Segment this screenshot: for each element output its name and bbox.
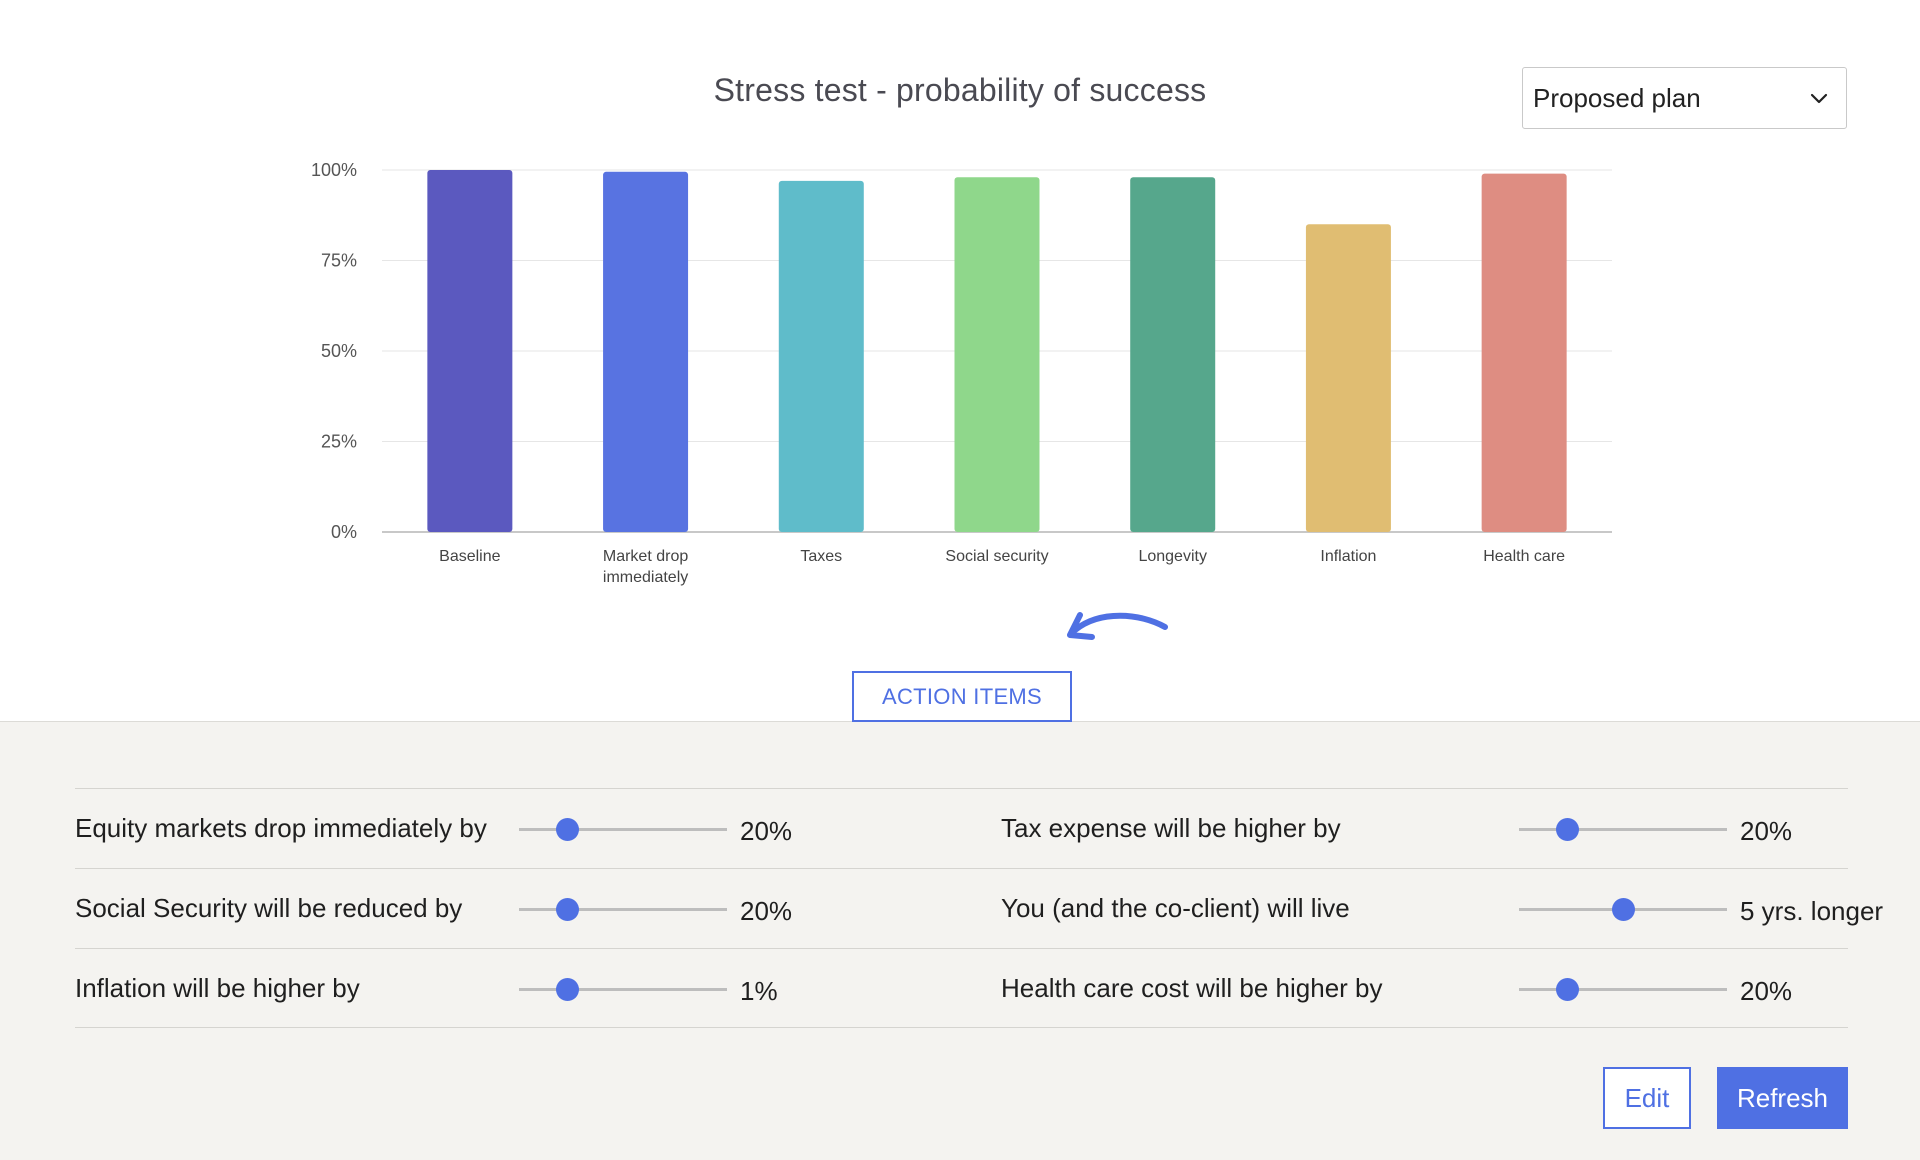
x-tick-label: Inflation	[1320, 548, 1376, 565]
control-value: 20%	[740, 816, 793, 846]
y-tick-label: 50%	[321, 341, 357, 361]
social-security-slider[interactable]	[519, 898, 727, 921]
y-tick-label: 75%	[321, 251, 357, 271]
chevron-down-icon	[1810, 93, 1828, 104]
bar-chart: 0% 25% 50% 75% 100% Baseline Market drop immedi…	[311, 160, 1612, 586]
control-value: 20%	[1740, 976, 1793, 1006]
slider-thumb[interactable]	[1555, 978, 1579, 1001]
x-tick-label: Longevity	[1138, 548, 1207, 565]
plan-select-value: Proposed plan	[1533, 82, 1701, 113]
longevity-slider[interactable]	[1519, 898, 1727, 921]
control-row: Social Security will be reduced by 20% Y…	[75, 868, 1883, 948]
x-tick-label: Health care	[1483, 548, 1565, 565]
control-label: Tax expense will be higher by	[1001, 813, 1341, 843]
slider-thumb[interactable]	[555, 818, 579, 841]
y-tick-label: 0%	[331, 522, 357, 542]
stress-controls-panel: Equity markets drop immediately by 20% T…	[0, 721, 1920, 1160]
bar-social-security	[954, 177, 1040, 533]
chart-title: Stress test - probability of success	[713, 72, 1207, 108]
x-tick-label: Baseline	[439, 548, 500, 565]
slider-thumb[interactable]	[555, 898, 579, 921]
control-value: 20%	[1740, 816, 1793, 846]
equity-drop-slider[interactable]	[519, 818, 727, 841]
control-value: 20%	[740, 896, 793, 926]
control-label: Health care cost will be higher by	[1001, 973, 1383, 1003]
bar-inflation	[1305, 224, 1391, 533]
control-value: 5 yrs. longer	[1740, 896, 1884, 926]
y-tick-label: 100%	[311, 160, 357, 180]
health-care-slider[interactable]	[1519, 978, 1727, 1001]
x-tick-label: Social security	[945, 548, 1048, 565]
bar-health-care	[1481, 173, 1567, 532]
x-tick-label: Market drop immediately	[603, 548, 688, 586]
control-label: Equity markets drop immediately by	[75, 813, 487, 843]
bar-baseline	[427, 170, 513, 532]
slider-thumb[interactable]	[555, 978, 579, 1001]
plan-select-dropdown[interactable]: Proposed plan	[1522, 67, 1847, 129]
x-tick-label: Taxes	[800, 548, 842, 565]
refresh-button[interactable]: Refresh	[1717, 1067, 1848, 1129]
control-value: 1%	[740, 976, 778, 1006]
control-label: Social Security will be reduced by	[75, 893, 463, 923]
control-row: Equity markets drop immediately by 20% T…	[75, 788, 1848, 868]
tax-expense-slider[interactable]	[1519, 818, 1727, 841]
y-tick-label: 25%	[321, 432, 357, 452]
control-label: You (and the co-client) will live	[1001, 893, 1350, 923]
controls-list: Equity markets drop immediately by 20% T…	[75, 788, 1883, 1028]
control-label: Inflation will be higher by	[75, 973, 360, 1003]
action-items-button[interactable]: ACTION ITEMS	[852, 671, 1072, 722]
bar-longevity	[1130, 177, 1216, 533]
edit-button[interactable]: Edit	[1603, 1067, 1691, 1129]
curved-arrow-icon	[1067, 612, 1168, 640]
inflation-slider[interactable]	[519, 978, 727, 1001]
bar-taxes	[778, 180, 864, 533]
control-row: Inflation will be higher by 1% Health ca…	[75, 948, 1848, 1028]
bar-market-drop-immediately	[603, 171, 689, 532]
slider-thumb[interactable]	[1555, 818, 1579, 841]
slider-thumb[interactable]	[1612, 898, 1635, 921]
